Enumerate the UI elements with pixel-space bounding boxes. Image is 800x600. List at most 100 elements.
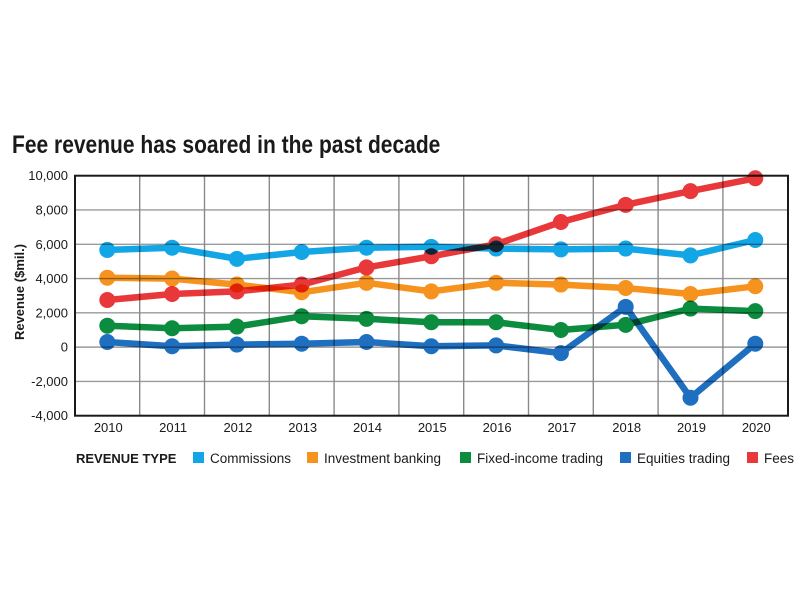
data-point xyxy=(617,196,634,213)
legend-item: Equities trading xyxy=(620,451,730,466)
data-point xyxy=(747,303,764,320)
legend-swatch xyxy=(307,452,318,463)
data-point xyxy=(747,278,764,295)
y-tick-label: -2,000 xyxy=(31,374,68,389)
x-tick-label: 2018 xyxy=(612,420,641,435)
data-point xyxy=(423,314,440,331)
data-point xyxy=(617,298,634,315)
data-point xyxy=(164,270,181,287)
data-point xyxy=(617,279,634,296)
data-point xyxy=(682,183,699,200)
y-tick-label: 4,000 xyxy=(35,271,68,286)
data-point xyxy=(164,338,181,355)
y-tick-label: 8,000 xyxy=(35,202,68,217)
y-tick-label: 10,000 xyxy=(28,168,68,183)
x-tick-label: 2020 xyxy=(742,420,771,435)
data-point xyxy=(99,291,116,308)
data-point xyxy=(682,247,699,264)
series-fixed-income-trading xyxy=(99,300,764,338)
series-fees xyxy=(99,170,764,308)
data-point xyxy=(99,317,116,334)
data-point xyxy=(423,283,440,300)
y-tick-label: -4,000 xyxy=(31,408,68,423)
data-point xyxy=(552,321,569,338)
legend: REVENUE TYPE Commissions Investment banki… xyxy=(76,451,794,466)
data-point xyxy=(164,239,181,256)
x-tick-label: 2014 xyxy=(353,420,382,435)
legend-label: Commissions xyxy=(210,451,291,466)
y-tick-label: 2,000 xyxy=(35,305,68,320)
data-point xyxy=(552,241,569,258)
data-point xyxy=(423,248,440,265)
data-point xyxy=(747,170,764,187)
x-tick-label: 2012 xyxy=(223,420,252,435)
legend-label: Fees xyxy=(764,451,794,466)
data-point xyxy=(293,308,310,325)
data-point xyxy=(99,333,116,350)
legend-title: REVENUE TYPE xyxy=(76,451,177,466)
data-point xyxy=(358,274,375,291)
data-point xyxy=(293,335,310,352)
data-point xyxy=(164,320,181,337)
data-point xyxy=(99,269,116,286)
data-point xyxy=(228,283,245,300)
data-point xyxy=(682,285,699,302)
series-layer xyxy=(99,170,764,406)
legend-swatch xyxy=(460,452,471,463)
data-point xyxy=(552,213,569,230)
data-point xyxy=(552,345,569,362)
data-point xyxy=(682,389,699,406)
data-point xyxy=(617,240,634,257)
data-point xyxy=(358,239,375,256)
x-tick-label: 2019 xyxy=(677,420,706,435)
y-tick-label: 0 xyxy=(61,340,68,355)
legend-label: Equities trading xyxy=(637,451,730,466)
data-point xyxy=(293,243,310,260)
series-equities-trading xyxy=(99,298,764,406)
x-tick-label: 2011 xyxy=(159,420,187,435)
data-point xyxy=(228,250,245,267)
x-tick-label: 2010 xyxy=(94,420,123,435)
legend-label: Fixed-income trading xyxy=(477,451,603,466)
data-point xyxy=(358,259,375,276)
plot-frame xyxy=(74,174,789,417)
series-commissions xyxy=(99,231,764,267)
data-point xyxy=(358,333,375,350)
data-point xyxy=(228,336,245,353)
data-point xyxy=(488,337,505,354)
x-tick-label: 2017 xyxy=(547,420,576,435)
data-point xyxy=(488,274,505,291)
plot-border xyxy=(74,174,789,417)
y-axis-label: Revenue ($mil.) xyxy=(12,244,27,340)
data-point xyxy=(358,310,375,327)
legend-swatch xyxy=(620,452,631,463)
data-point xyxy=(99,241,116,258)
chart-title: Fee revenue has soared in the past decad… xyxy=(12,131,441,159)
legend-item: Fixed-income trading xyxy=(460,451,603,466)
legend-item: Commissions xyxy=(193,451,291,466)
data-point xyxy=(682,300,699,317)
series-investment-banking xyxy=(99,269,764,302)
x-tick-label: 2013 xyxy=(288,420,317,435)
data-point xyxy=(164,285,181,302)
data-point xyxy=(488,236,505,253)
legend-label: Investment banking xyxy=(324,451,441,466)
legend-swatch xyxy=(747,452,758,463)
data-point xyxy=(747,231,764,248)
x-tick-label: 2016 xyxy=(483,420,512,435)
data-point xyxy=(747,335,764,352)
data-point xyxy=(228,318,245,335)
data-point xyxy=(617,316,634,333)
data-point xyxy=(488,314,505,331)
y-tick-labels: 10,000 8,000 6,000 4,000 2,000 0 -2,000 -4,000 xyxy=(28,168,68,423)
x-tick-label: 2015 xyxy=(418,420,447,435)
data-point xyxy=(293,276,310,293)
x-tick-labels: 2010 2011 2012 2013 2014 2015 2016 2017 2018 2019… xyxy=(94,420,771,435)
data-point xyxy=(552,276,569,293)
legend-swatch xyxy=(193,452,204,463)
legend-item: Fees xyxy=(747,451,794,466)
data-point xyxy=(423,338,440,355)
y-tick-label: 6,000 xyxy=(35,237,68,252)
legend-item: Investment banking xyxy=(307,451,441,466)
